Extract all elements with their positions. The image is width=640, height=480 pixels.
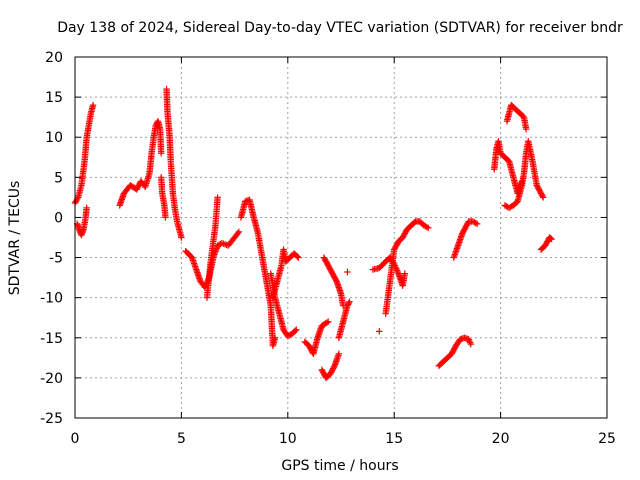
data-point [522, 126, 530, 133]
series-arc-k [301, 318, 332, 358]
data-point [423, 223, 431, 231]
data-point [157, 150, 165, 157]
data-point [539, 192, 546, 200]
x-tick-label: 25 [598, 431, 616, 447]
data-point [345, 299, 353, 307]
data-point [376, 328, 383, 335]
data-point [178, 234, 185, 241]
data-point [214, 194, 221, 201]
series-arc-c [116, 117, 165, 209]
y-tick-label: 15 [45, 90, 63, 106]
x-tick-label: 20 [492, 431, 510, 447]
series-arc-b [73, 204, 90, 239]
data-point [294, 253, 301, 260]
x-axis-title: GPS time / hours [281, 458, 398, 474]
series-arc-m [320, 254, 347, 309]
y-tick-label: -20 [40, 371, 63, 387]
data-point [325, 318, 332, 325]
series-arc-s [435, 334, 475, 370]
data-point [235, 228, 243, 236]
y-tick-label: 10 [45, 130, 63, 146]
data-point [346, 298, 353, 305]
series-arc-g [203, 194, 221, 301]
series-arc-o [344, 268, 351, 276]
gridlines [75, 57, 607, 418]
data-point [330, 363, 338, 371]
data-point [473, 220, 481, 228]
data-point [344, 268, 351, 276]
y-tick-labels: 20 15 10 5 0 -5 -10 -15 -20 -25 [40, 50, 63, 427]
data-point [323, 319, 331, 326]
y-tick-label: 20 [45, 50, 63, 66]
series-arc-l [318, 350, 343, 382]
y-tick-label: -15 [40, 331, 63, 347]
data-point [271, 334, 279, 341]
data-point [83, 204, 90, 212]
series-arc-n [335, 298, 353, 341]
series-arc-h [237, 196, 279, 349]
y-tick-label: -10 [40, 291, 63, 307]
data-point [335, 350, 343, 358]
plot-frame [74, 56, 608, 419]
y-tick-label: -25 [40, 411, 63, 427]
data-point [162, 214, 169, 221]
x-tick-label: 0 [71, 431, 80, 447]
data-point [472, 219, 479, 227]
series-arc-t [450, 218, 481, 261]
x-tick-labels: 0 5 10 15 20 25 [71, 431, 616, 447]
y-tick-label: 0 [54, 210, 63, 226]
data-point [401, 270, 409, 277]
series-arc-w [503, 101, 530, 133]
data-point [332, 277, 340, 284]
data-point [292, 327, 299, 334]
x-tick-label: 10 [279, 431, 297, 447]
data-point [89, 101, 97, 109]
data-point [293, 326, 300, 333]
series-arc-q [376, 328, 383, 335]
y-axis-title: SDTVAR / TECUs [7, 181, 23, 296]
data-point [547, 235, 554, 242]
x-tick-label: 5 [177, 431, 186, 447]
data-point [467, 340, 475, 348]
series-arc-u [491, 138, 526, 197]
x-tick-label: 15 [385, 431, 403, 447]
series-arc-v [501, 138, 547, 212]
data-point [539, 194, 547, 201]
series-arc-i [267, 270, 300, 340]
data-points [71, 85, 555, 382]
series-arc-d [157, 174, 169, 221]
series-arc-x [537, 234, 555, 253]
y-tick-label: 5 [54, 170, 63, 186]
data-point [548, 235, 555, 243]
axis-ticks [74, 56, 608, 419]
series-arc-j [269, 246, 302, 301]
series-arc-r [382, 218, 432, 317]
data-point [234, 230, 241, 237]
y-tick-label: -5 [49, 251, 63, 267]
series-arc-e [163, 85, 185, 241]
series-arc-a [71, 101, 97, 207]
data-point [295, 254, 302, 261]
chart-title: Day 138 of 2024, Sidereal Day-to-day VTE… [57, 20, 623, 36]
data-point [425, 224, 432, 232]
